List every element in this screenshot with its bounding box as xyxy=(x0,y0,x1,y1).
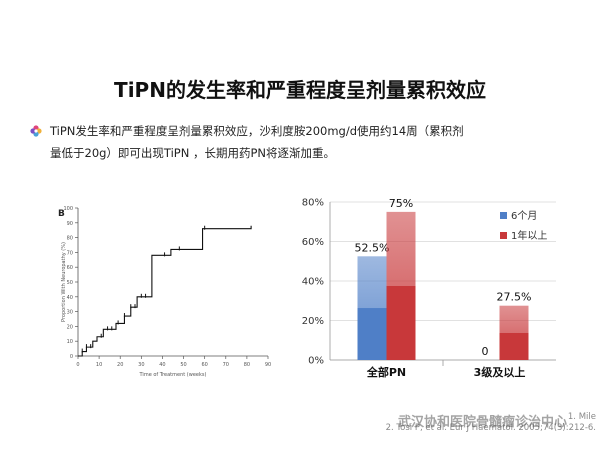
legend-swatch xyxy=(500,212,507,219)
data-label: 52.5% xyxy=(355,241,390,254)
x-tick-label: 90 xyxy=(265,362,271,368)
reference-1: 1. Mile xyxy=(567,412,596,422)
bullet-text: TiPN发生率和严重程度呈剂量累积效应，沙利度胺200mg/d使用约14周（累积… xyxy=(30,120,570,164)
x-tick-label: 70 xyxy=(223,362,229,368)
y-tick-label: 0% xyxy=(308,356,324,367)
x-tick-label: 40 xyxy=(159,362,165,368)
legend-swatch xyxy=(500,232,507,239)
y-tick-label: 20% xyxy=(302,316,324,327)
y-tick-label: 60 xyxy=(67,265,73,271)
x-tick-label: 60 xyxy=(201,362,207,368)
panel-label: B xyxy=(58,209,65,219)
pn-incidence-bar-chart-svg: 0% 20% 40% 60% 80% 52.5% 75% 全部PN 0 27.5% 3级及以上 6个月… xyxy=(302,197,556,379)
y-axis-label: Proportion With Neuropathy (%) xyxy=(61,242,67,322)
data-label: 27.5% xyxy=(497,291,532,304)
neuropathy-step-line xyxy=(78,225,252,357)
x-tick-label: 30 xyxy=(138,362,144,368)
data-label: 0 xyxy=(482,345,489,358)
y-tick-label: 100 xyxy=(63,206,73,212)
y-tick-label: 0 xyxy=(70,354,73,360)
y-tick-label: 30 xyxy=(67,310,73,316)
neuropathy-step-chart-svg: 0 10 20 30 40 50 60 70 80 90 100 0 10 20 30 40 50 60 70 80 9… xyxy=(58,206,271,378)
y-tick-label: 80% xyxy=(302,198,324,209)
y-tick-label: 40 xyxy=(67,295,73,301)
y-tick-label: 90 xyxy=(67,221,73,227)
bar xyxy=(357,256,387,360)
flower-bullet-icon xyxy=(30,125,42,137)
x-axis-label: Time of Treatment (weeks) xyxy=(139,372,207,378)
watermark-text: 武汉协和医院骨髓瘤诊治中心 xyxy=(398,415,568,430)
y-tick-label: 40% xyxy=(302,277,324,288)
slide-title: TiPN的发生率和严重程度呈剂量累积效应 xyxy=(114,78,486,102)
reference-2: 2. Tosi P, et al. Eur J Haematol. 2005;7… xyxy=(385,423,596,433)
y-tick-label: 80 xyxy=(67,236,73,242)
bullet-line-1: TiPN发生率和严重程度呈剂量累积效应，沙利度胺200mg/d使用约14周（累积… xyxy=(50,124,464,138)
legend-label: 6个月 xyxy=(511,210,537,222)
y-tick-label: 60% xyxy=(302,237,324,248)
category-label: 全部PN xyxy=(366,365,406,379)
x-tick-label: 80 xyxy=(244,362,250,368)
x-tick-label: 20 xyxy=(117,362,123,368)
category-label: 3级及以上 xyxy=(474,365,526,379)
legend-label: 1年以上 xyxy=(511,229,547,242)
pn-incidence-bar-chart: 0% 20% 40% 60% 80% 52.5% 75% 全部PN 0 27.5% 3级及以上 6个月… xyxy=(294,188,574,388)
neuropathy-step-chart: 0 10 20 30 40 50 60 70 80 90 100 0 10 20 30 40 50 60 70 80 9… xyxy=(52,196,277,386)
references: 1. Mile 2. Tosi P, et al. Eur J Haematol… xyxy=(316,412,596,434)
x-tick-label: 50 xyxy=(180,362,186,368)
bullet-line-2: 量低于20g）即可出现TiPN ，长期用药PN将逐渐加重。 xyxy=(50,146,336,160)
bar xyxy=(386,211,416,360)
y-tick-label: 20 xyxy=(67,324,73,330)
y-tick-label: 10 xyxy=(67,339,73,345)
x-tick-label: 10 xyxy=(96,362,102,368)
x-tick-label: 0 xyxy=(76,362,79,368)
data-label: 75% xyxy=(389,197,413,210)
y-tick-label: 70 xyxy=(67,250,73,256)
bar xyxy=(499,305,529,360)
y-tick-label: 50 xyxy=(67,280,73,286)
